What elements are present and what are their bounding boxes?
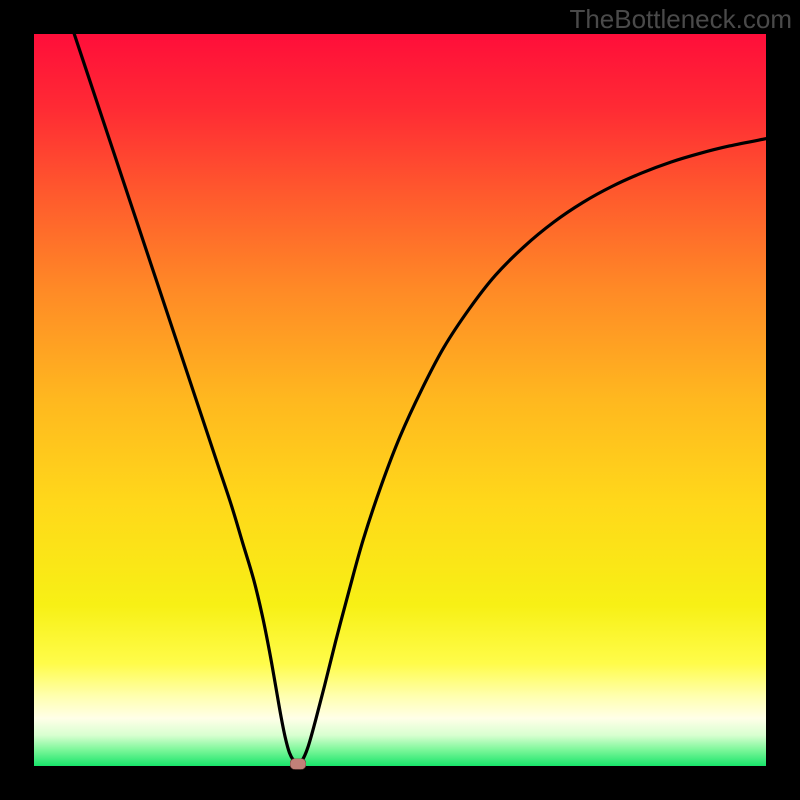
chart-canvas: TheBottleneck.com [0,0,800,800]
plot-area [34,34,766,766]
watermark-text: TheBottleneck.com [569,4,792,35]
minimum-marker [290,758,306,769]
bottleneck-curve [34,34,766,766]
